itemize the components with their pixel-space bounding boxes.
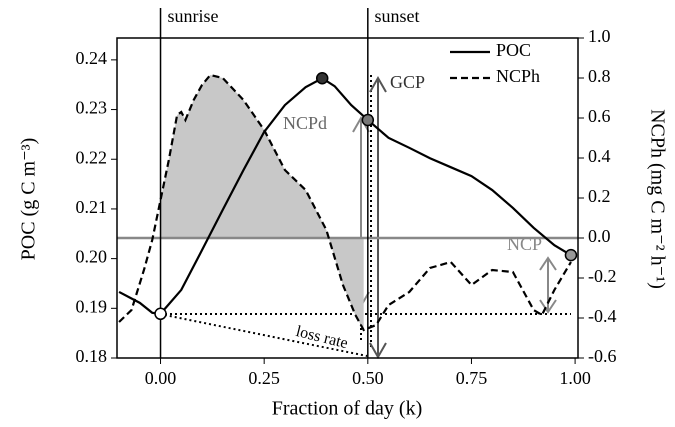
y2-tick-label: 0.4 [588,146,611,166]
y-tick-label: 0.24 [76,48,108,68]
x-tick-label: 0.50 [352,368,384,388]
annotation: sunset [375,6,420,26]
y2-tick-label: 0.0 [588,226,611,246]
y2-tick-label: -0.6 [588,346,617,366]
legend-label: POC [496,40,531,60]
annotation: sunrise [168,6,219,26]
x-tick-label: 0.75 [456,368,488,388]
arrows [352,75,557,360]
annotation: GCP [390,72,425,92]
y2-tick-label: 1.0 [588,26,611,46]
legend-label: NCPh [496,66,540,86]
annotation: NCPd [283,113,327,133]
y-tick-label: 0.18 [76,346,108,366]
x-tick-label: 0.00 [145,368,177,388]
point-marker [315,71,329,85]
y-tick-label: 0.23 [76,98,108,118]
y-tick-label: 0.22 [76,147,108,167]
y2-axis-label: NCPh (mg C m⁻² h⁻¹) [646,109,668,289]
point-marker [361,113,375,127]
y2-tick-label: -0.2 [588,266,617,286]
y2-tick-label: 0.2 [588,186,611,206]
plot: 0.00 0.25 0.50 0.75 1.00 0.18 0.19 0.20 0.21 0.22… [76,8,617,388]
y-tick-label: 0.21 [76,197,108,217]
point-marker [154,307,167,321]
y-tick-label: 0.19 [76,296,108,316]
point-marker [564,248,578,262]
y2-tick-label: -0.4 [588,306,617,326]
y-axis-label: POC (g C m⁻³) [18,138,40,261]
y2-tick-label: 0.8 [588,66,611,86]
y2-tick-label: 0.6 [588,106,611,126]
y-tick-label: 0.20 [76,247,108,267]
shaded-area [160,75,364,330]
series-line [118,73,572,332]
series-line [118,76,572,315]
x-tick-label: 0.25 [248,368,280,388]
x-axis-label: Fraction of day (k) [272,398,423,420]
x-tick-label: 1.00 [559,368,591,388]
